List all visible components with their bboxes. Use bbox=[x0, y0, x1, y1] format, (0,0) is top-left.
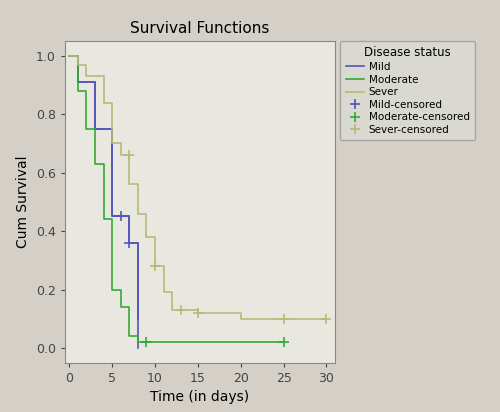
Y-axis label: Cum Survival: Cum Survival bbox=[16, 156, 30, 248]
Legend: Mild, Moderate, Sever, Mild-censored, Moderate-censored, Sever-censored: Mild, Moderate, Sever, Mild-censored, Mo… bbox=[340, 41, 474, 140]
X-axis label: Time (in days): Time (in days) bbox=[150, 390, 250, 404]
Title: Survival Functions: Survival Functions bbox=[130, 21, 270, 36]
